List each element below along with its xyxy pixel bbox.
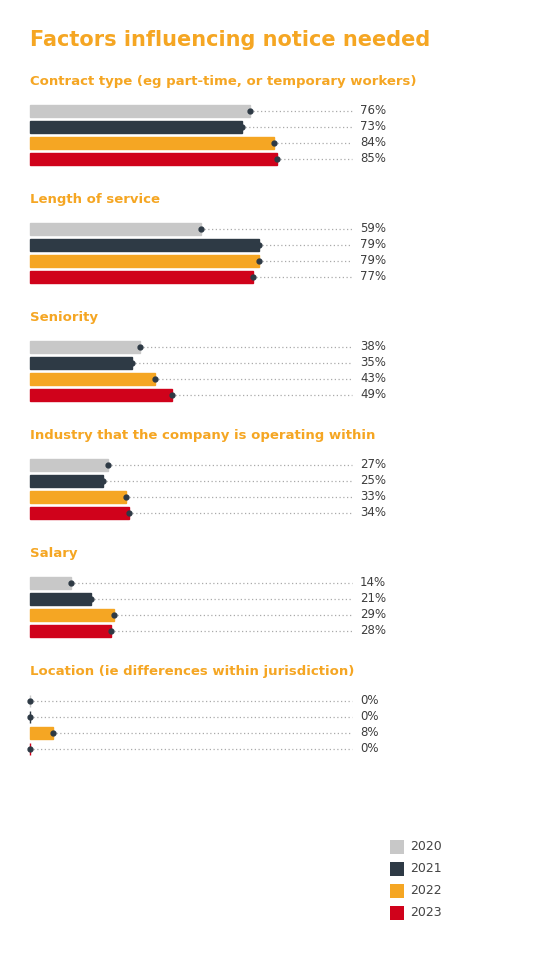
Text: 79%: 79% (360, 254, 386, 267)
Text: 8%: 8% (360, 727, 379, 739)
Bar (390, 862, 404, 876)
Text: 25%: 25% (360, 474, 386, 488)
Text: 2022: 2022 (410, 885, 442, 897)
Text: Location (ie differences within jurisdiction): Location (ie differences within jurisdic… (30, 665, 354, 678)
Bar (30, 271, 253, 283)
Text: 84%: 84% (360, 137, 386, 149)
Bar (30, 727, 53, 739)
Text: 38%: 38% (360, 340, 386, 354)
Bar (30, 153, 277, 165)
Text: 28%: 28% (360, 625, 386, 637)
Text: 35%: 35% (360, 357, 386, 369)
Text: 27%: 27% (360, 459, 386, 471)
Bar (30, 357, 132, 369)
Bar (390, 884, 404, 898)
Text: 43%: 43% (360, 372, 386, 386)
Bar (30, 223, 201, 235)
Text: 34%: 34% (360, 506, 386, 520)
Bar (30, 373, 155, 385)
Bar (390, 906, 404, 920)
Bar (30, 255, 259, 267)
Bar (30, 609, 114, 621)
Text: 49%: 49% (360, 388, 386, 401)
Bar (30, 239, 259, 251)
Text: Contract type (eg part-time, or temporary workers): Contract type (eg part-time, or temporar… (30, 75, 417, 88)
Text: 77%: 77% (360, 271, 386, 283)
Text: 21%: 21% (360, 593, 386, 605)
Bar (30, 593, 91, 605)
Bar (30, 507, 129, 519)
Text: 59%: 59% (360, 223, 386, 235)
Bar (30, 577, 71, 589)
Bar (30, 491, 125, 503)
Text: 0%: 0% (360, 694, 379, 708)
Bar (30, 105, 250, 117)
Text: 0%: 0% (360, 710, 379, 724)
Bar (390, 840, 404, 854)
Bar (30, 137, 274, 149)
Text: Seniority: Seniority (30, 311, 98, 324)
Text: 33%: 33% (360, 491, 386, 503)
Text: 14%: 14% (360, 576, 386, 590)
Text: 79%: 79% (360, 238, 386, 252)
Bar (30, 625, 111, 637)
Text: Salary: Salary (30, 547, 77, 560)
Bar (30, 341, 140, 353)
Bar (30, 475, 102, 487)
Bar (30, 459, 108, 471)
Text: Factors influencing notice needed: Factors influencing notice needed (30, 30, 430, 50)
Text: Industry that the company is operating within: Industry that the company is operating w… (30, 429, 375, 442)
Text: 73%: 73% (360, 120, 386, 133)
Text: 85%: 85% (360, 152, 386, 166)
Bar (30, 121, 242, 133)
Text: 2023: 2023 (410, 906, 442, 920)
Text: 2020: 2020 (410, 841, 442, 853)
Text: 0%: 0% (360, 742, 379, 756)
Text: 29%: 29% (360, 608, 386, 622)
Text: 2021: 2021 (410, 863, 442, 875)
Bar (30, 389, 172, 401)
Text: Length of service: Length of service (30, 193, 160, 206)
Text: 76%: 76% (360, 104, 386, 118)
